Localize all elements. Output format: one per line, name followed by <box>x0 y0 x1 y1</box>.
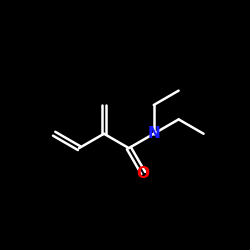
Text: N: N <box>148 126 160 141</box>
Text: O: O <box>137 166 150 180</box>
